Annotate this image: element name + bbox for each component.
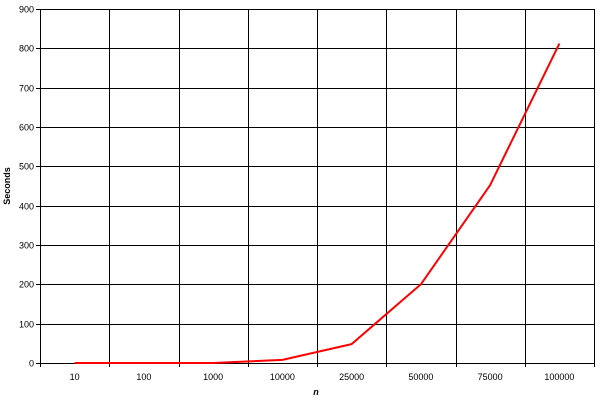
y-tick-label: 600: [19, 123, 34, 133]
y-tick-label: 300: [19, 241, 34, 251]
grid-lines: [36, 9, 595, 367]
y-tick-label: 800: [19, 44, 34, 54]
y-axis-tick-labels: 0 100 200 300 400 500 600 700 800 900: [19, 5, 34, 369]
y-tick-label: 100: [19, 320, 34, 330]
y-tick-label: 900: [19, 5, 34, 15]
x-tick-label: 25000: [339, 372, 364, 382]
y-axis-title: Seconds: [2, 167, 12, 205]
x-tick-label: 100: [136, 372, 151, 382]
plot-area-frame: [40, 9, 595, 364]
x-tick-label: 10: [70, 372, 80, 382]
y-tick-label: 500: [19, 162, 34, 172]
x-tick-label: 100000: [544, 372, 574, 382]
y-tick-label: 0: [29, 359, 34, 369]
x-tick-label: 50000: [408, 372, 433, 382]
x-axis-tick-labels: 10 100 1000 10000 25000 50000 75000 100000: [70, 372, 575, 382]
series-lines: [74, 43, 561, 364]
series-line-0: [74, 43, 561, 364]
x-tick-label: 75000: [478, 372, 503, 382]
y-tick-label: 400: [19, 202, 34, 212]
x-tick-label: 1000: [203, 372, 223, 382]
x-axis-title: n: [313, 387, 319, 397]
plot-border: [40, 9, 595, 364]
y-tick-label: 200: [19, 280, 34, 290]
y-tick-label: 700: [19, 84, 34, 94]
x-tick-label: 10000: [270, 372, 295, 382]
